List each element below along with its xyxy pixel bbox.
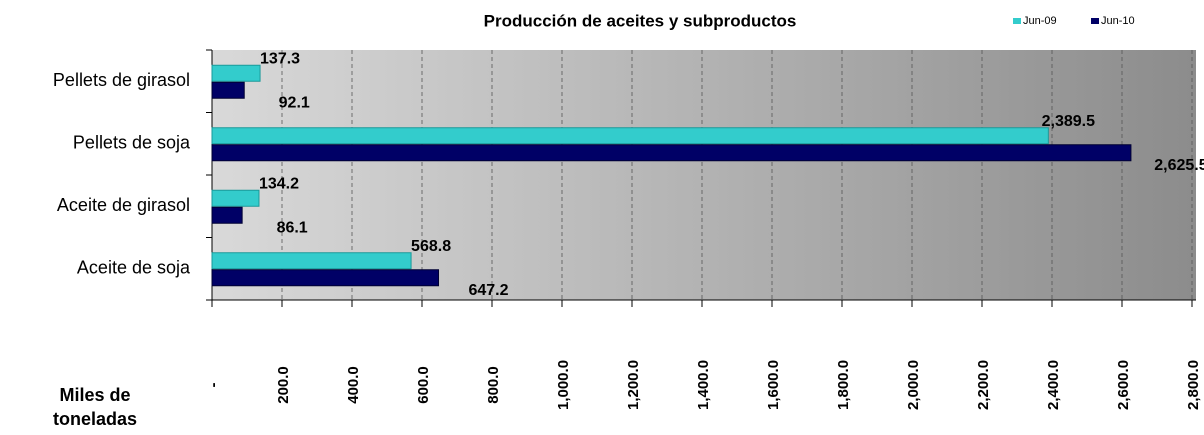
data-label: 86.1 [277,219,308,236]
x-tick-label: 600.0 [415,366,432,404]
legend-swatch [1091,18,1099,24]
bar [211,64,261,82]
bar [211,252,412,270]
data-label: 2,389.5 [1042,113,1095,130]
x-tick-label: 400.0 [345,366,362,404]
legend-label: Jun-10 [1101,15,1135,27]
y-tick-label: Aceite de girasol [57,195,190,215]
legend-label: Jun-09 [1023,15,1057,27]
x-tick-label: 2,800.0 [1185,360,1202,410]
x-tick-label: 2,200.0 [975,360,992,410]
x-tick-label: - [205,383,222,388]
chart-title: Producción de aceites y subproductos [484,11,797,30]
data-label: 2,625.5 [1154,157,1204,174]
x-tick-label: 1,800.0 [835,360,852,410]
x-tick-label: 200.0 [275,366,292,404]
bar [211,269,440,287]
y-tick-label: Pellets de soja [73,133,191,153]
x-tick-label: 2,600.0 [1115,360,1132,410]
data-label: 647.2 [468,282,508,299]
axis-label: Miles de toneladas [52,385,138,429]
y-tick-label: Pellets de girasol [53,70,190,90]
data-label: 92.1 [279,94,310,111]
x-tick-label: 800.0 [485,366,502,404]
x-tick-label: 2,400.0 [1045,360,1062,410]
bar [211,206,243,224]
data-label: 568.8 [411,238,451,255]
data-label: 134.2 [259,175,299,192]
bar [211,127,1049,145]
x-tick-label: 1,400.0 [695,360,712,410]
y-tick-label: Aceite de soja [77,258,191,278]
bar [211,144,1132,162]
data-label: 137.3 [260,50,300,67]
x-tick-label: 2,000.0 [905,360,922,410]
x-tick-label: 1,000.0 [555,360,572,410]
legend-swatch [1013,18,1021,24]
bar [211,81,245,99]
x-tick-label: 1,200.0 [625,360,642,410]
bar [211,189,260,207]
x-tick-label: 1,600.0 [765,360,782,410]
